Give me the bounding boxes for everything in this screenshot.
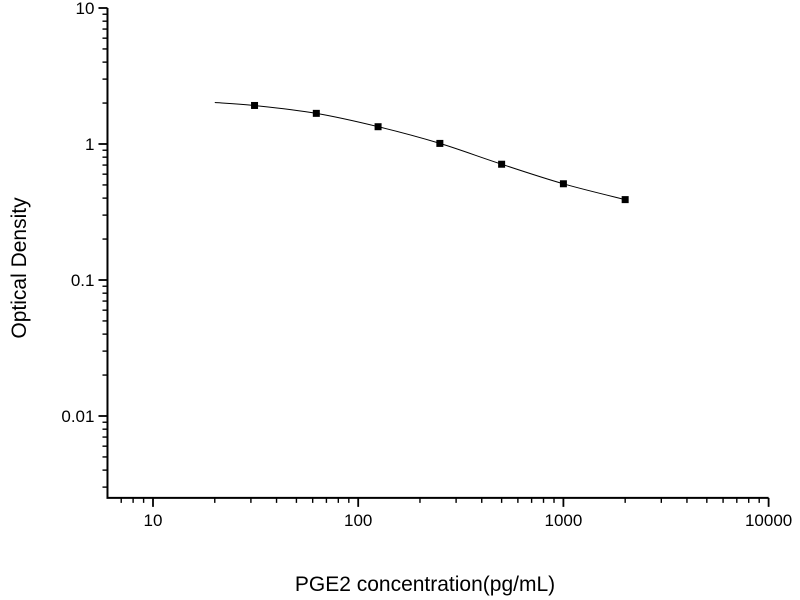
data-point xyxy=(436,139,444,147)
x-tick-label: 10 xyxy=(144,511,163,530)
data-point xyxy=(251,101,259,109)
data-point xyxy=(312,109,320,117)
y-tick-label: 10 xyxy=(76,0,95,18)
data-point xyxy=(498,160,506,168)
data-point xyxy=(621,196,629,204)
x-tick-label: 100 xyxy=(344,511,372,530)
fit-line xyxy=(214,102,626,201)
x-tick-label: 10000 xyxy=(745,511,792,530)
y-tick-label: 0.01 xyxy=(61,407,94,426)
y-tick-label: 0.1 xyxy=(71,271,95,290)
x-axis-title: PGE2 concentration(pg/mL) xyxy=(294,573,556,596)
y-axis-title: Optical Density xyxy=(8,197,31,339)
axis-spines xyxy=(106,8,769,499)
x-tick-label: 1000 xyxy=(544,511,582,530)
data-point xyxy=(374,123,382,131)
y-tick-label: 1 xyxy=(85,135,94,154)
data-point xyxy=(559,180,567,188)
